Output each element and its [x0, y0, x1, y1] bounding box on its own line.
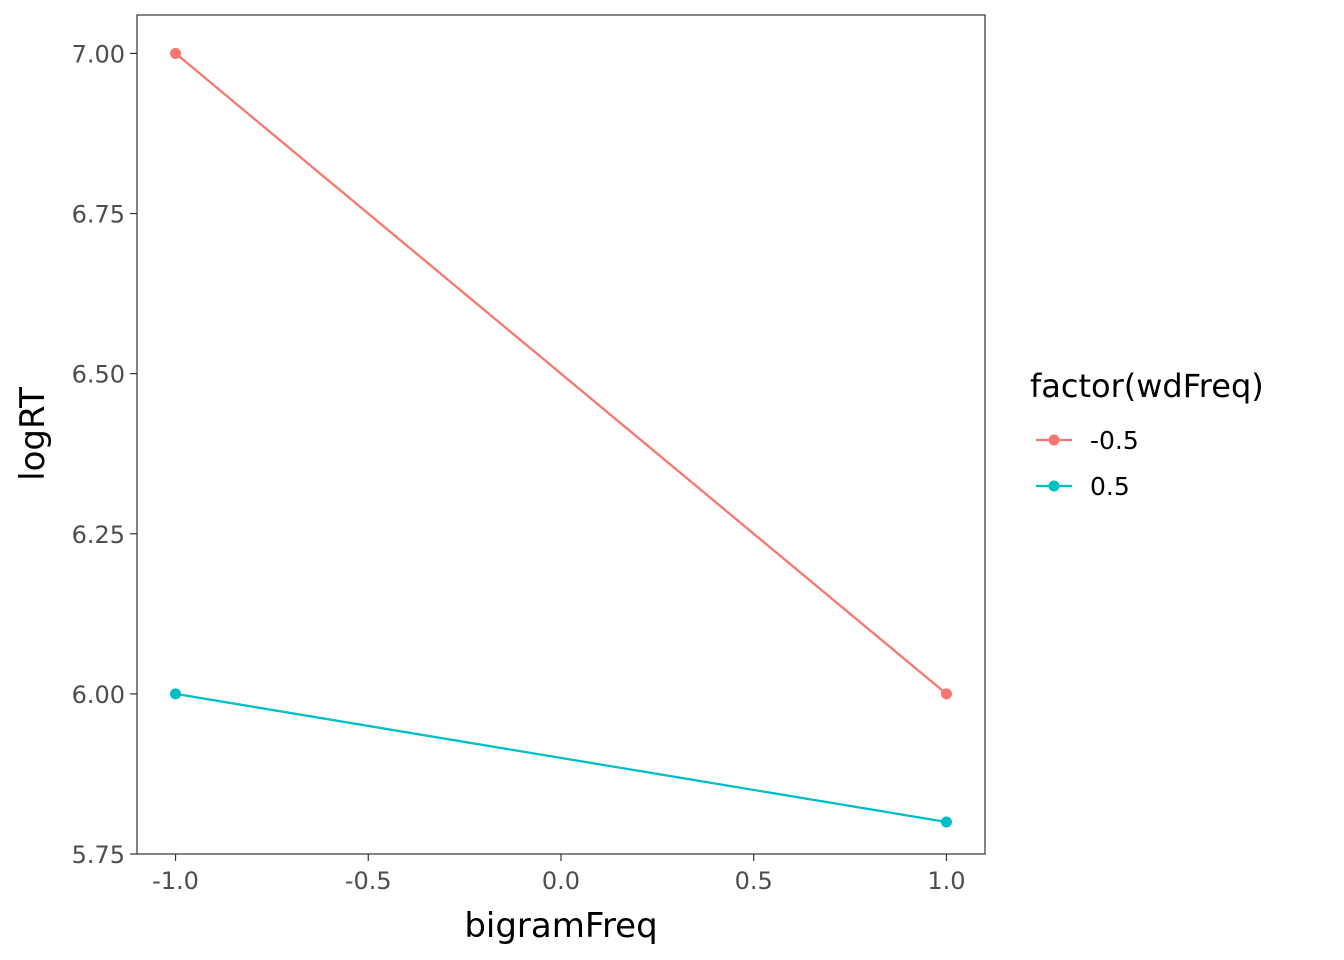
- data-point: [940, 816, 952, 828]
- x-tick-label: 0.5: [735, 867, 773, 895]
- y-tick-label: 7.00: [72, 40, 125, 68]
- data-point: [170, 688, 182, 700]
- legend-label: -0.5: [1090, 426, 1139, 455]
- y-axis: 5.75 6.00 6.25 6.50 6.75 7.00: [72, 40, 137, 869]
- y-tick-label: 5.75: [72, 841, 125, 869]
- x-tick-label: -1.0: [152, 867, 199, 895]
- series-line: [174, 52, 948, 695]
- y-tick-label: 6.75: [72, 201, 125, 229]
- y-tick-label: 6.25: [72, 521, 125, 549]
- legend-label: 0.5: [1090, 472, 1130, 501]
- y-tick-label: 6.50: [72, 361, 125, 389]
- x-axis: -1.0 -0.5 0.0 0.5 1.0: [152, 854, 966, 895]
- series-layer: [170, 47, 952, 828]
- y-axis-title: logRT: [13, 387, 53, 481]
- plot-panel: [136, 14, 986, 855]
- x-axis-title: bigramFreq: [464, 906, 657, 946]
- y-tick-label: 6.00: [72, 681, 125, 709]
- x-tick-label: 1.0: [927, 867, 965, 895]
- x-tick-label: 0.0: [542, 867, 580, 895]
- series-line: [175, 692, 947, 824]
- data-point: [170, 47, 182, 59]
- legend-title: factor(wdFreq): [1030, 367, 1264, 405]
- legend-key-point: [1048, 434, 1060, 446]
- legend-key-point: [1048, 480, 1060, 492]
- x-tick-label: -0.5: [345, 867, 392, 895]
- data-point: [940, 688, 952, 700]
- legend: factor(wdFreq) -0.5 0.5: [1030, 367, 1264, 501]
